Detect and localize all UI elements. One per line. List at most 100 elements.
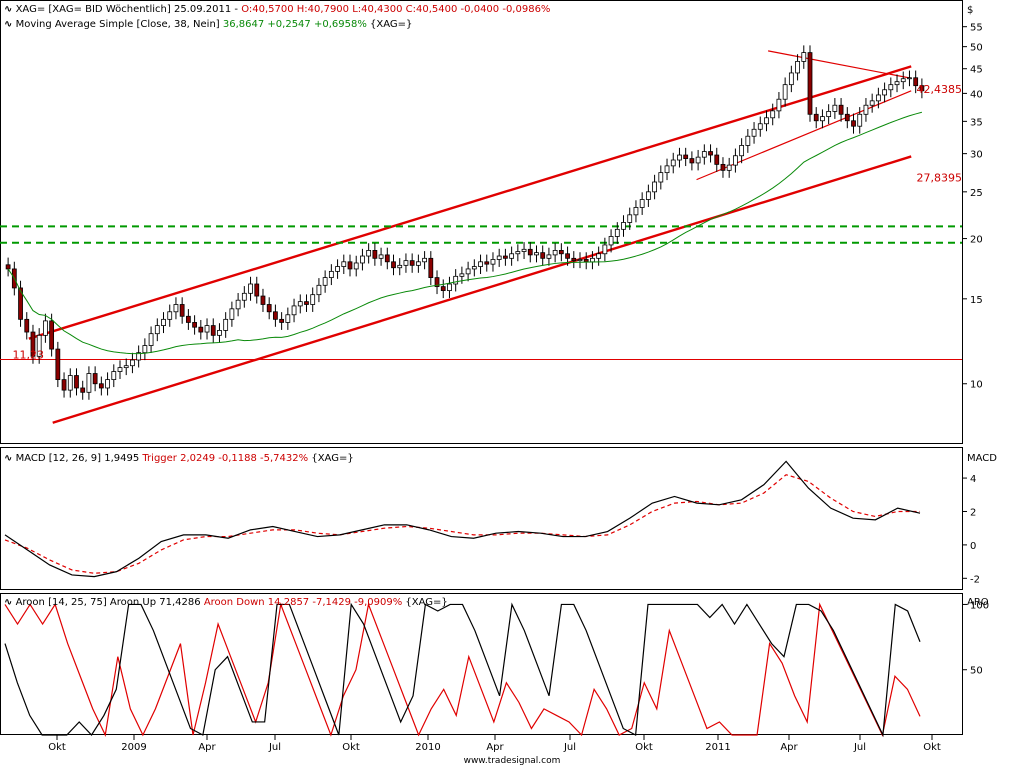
macd-panel-frame: [0, 447, 963, 590]
macd-unit: MACD: [967, 453, 997, 464]
candle-body: [645, 191, 651, 200]
candle-body: [347, 261, 353, 270]
candle-body: [664, 165, 670, 174]
candle-body: [391, 261, 396, 269]
axes: 10 15 20 25 30 35 40 45 50 55 -2 0 2 4 50 100 Okt 2009 Apr…: [48, 23, 989, 753]
candle-body: [397, 264, 403, 269]
candle-body: [838, 104, 844, 115]
candle-body: [167, 311, 173, 320]
candle-body: [229, 308, 235, 320]
price-annotation: 42,4385: [917, 83, 963, 96]
time-tick-label: Apr: [780, 742, 798, 753]
candle-body: [907, 77, 912, 80]
candle-body: [353, 262, 359, 270]
candle-body: [273, 311, 278, 320]
macd-trigger: Trigger 2,0249 -0,1188 -5,7432%: [141, 453, 308, 464]
candle-body: [415, 261, 421, 266]
price-tick-label: 35: [970, 117, 983, 128]
candle-body: [465, 268, 471, 275]
price-annotation: 27,8395: [917, 171, 963, 184]
candle-body: [304, 301, 309, 305]
aroon-suffix: {XAG=}: [405, 597, 447, 608]
candle-body: [689, 158, 695, 164]
candle-body: [782, 84, 788, 100]
candle-body: [820, 116, 825, 122]
candle-body: [590, 257, 595, 263]
candle-body: [851, 120, 856, 127]
candle-body: [409, 260, 415, 266]
candle-body: [565, 253, 570, 259]
macd-tick-label: 0: [970, 541, 976, 552]
candle-body: [173, 304, 179, 313]
candle-body: [291, 305, 297, 316]
price-header: ∿ XAG= [XAG= BID Wöchentlich] 25.09.2011…: [4, 4, 550, 15]
candle-body: [422, 257, 427, 263]
footer-credit: www.tradesignal.com: [464, 756, 561, 766]
candle-body: [695, 156, 701, 164]
aroon-plot: [4, 602, 921, 738]
candle-body: [733, 155, 738, 166]
candle-body: [61, 379, 67, 391]
candle-body: [185, 315, 191, 323]
candle-body: [857, 113, 863, 127]
ma-label: Moving Average Simple [Close, 38, Nein]: [16, 19, 220, 30]
candle-body: [459, 273, 465, 277]
candle-body: [322, 277, 328, 286]
trendline-lower-channel: [52, 155, 912, 424]
candle-body: [223, 318, 229, 331]
candle-body: [136, 352, 142, 361]
candle-body: [571, 257, 577, 262]
candle-body: [521, 248, 527, 252]
time-tick-label: Jul: [853, 742, 866, 753]
candle-body: [316, 284, 322, 296]
candle-body: [384, 254, 390, 263]
ma-line: [7, 111, 923, 355]
candle-body: [248, 283, 253, 294]
time-tick-label: Jul: [563, 742, 576, 753]
candle-body: [92, 373, 98, 385]
candle-body: [55, 348, 61, 380]
macd-header: ∿ MACD [12, 26, 9] 1,9495 Trigger 2,0249…: [4, 453, 354, 464]
candle-body: [241, 292, 247, 301]
candle-body: [863, 104, 869, 115]
price-tick-label: 25: [970, 188, 983, 199]
candle-body: [652, 181, 657, 193]
candle-body: [795, 60, 800, 74]
candle-body: [366, 250, 372, 257]
candle-body: [701, 151, 707, 158]
candle-body: [111, 371, 117, 380]
price-tick-label: 30: [970, 150, 983, 161]
chart-icon: ∿: [4, 4, 12, 15]
candle-body: [869, 100, 875, 106]
candle-body: [875, 94, 881, 102]
candle-body: [844, 113, 850, 122]
chart-icon: ∿: [4, 19, 12, 30]
candle-body: [86, 373, 92, 393]
candle-body: [36, 334, 42, 357]
candle-body: [74, 375, 79, 389]
candle-body: [919, 85, 925, 92]
candle-body: [67, 375, 73, 391]
time-tick-label: Apr: [198, 742, 216, 753]
candle-body: [751, 128, 757, 137]
macd-plot: [4, 460, 921, 578]
candle-body: [776, 98, 782, 112]
candle-body: [596, 253, 602, 259]
candle-body: [490, 259, 496, 265]
candle-body: [496, 255, 502, 260]
candle-body: [801, 52, 807, 62]
candle-body: [788, 72, 794, 86]
price-plot: 42,4385 27,8395 11,23: [0, 45, 963, 424]
candle-body: [770, 110, 776, 119]
candle-body: [204, 325, 210, 333]
candle-body: [30, 331, 36, 357]
price-tick-label: 50: [970, 43, 983, 54]
candle-body: [335, 266, 340, 272]
time-tick-label: Okt: [923, 742, 941, 753]
aroon-tick-label: 100: [970, 600, 989, 611]
macd-label: MACD [12, 26, 9] 1,9495: [16, 453, 140, 464]
price-tick-label: 20: [970, 235, 983, 246]
candle-body: [602, 244, 608, 255]
candle-body: [503, 255, 508, 259]
